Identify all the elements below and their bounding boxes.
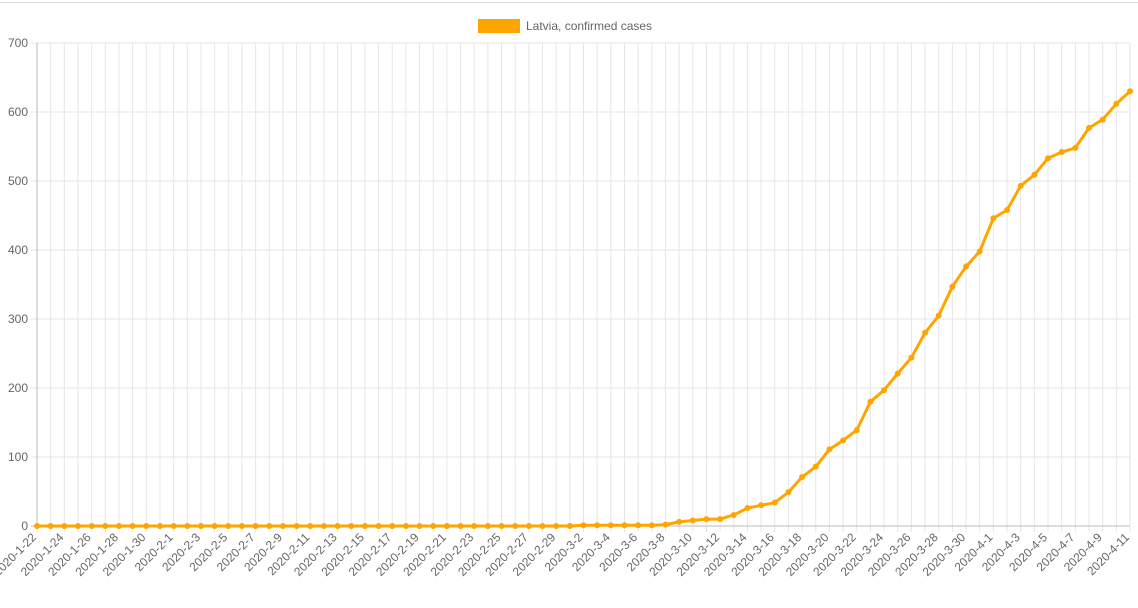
y-tick-label: 500: [8, 174, 28, 188]
point: [881, 387, 888, 394]
point: [539, 523, 546, 529]
point: [894, 370, 901, 377]
y-tick-label: 400: [8, 243, 28, 257]
point: [375, 523, 382, 529]
point: [170, 523, 177, 529]
point: [840, 437, 847, 444]
point: [935, 312, 942, 319]
point: [635, 522, 642, 529]
point: [197, 523, 204, 529]
point: [184, 523, 191, 529]
point: [361, 523, 368, 529]
point: [922, 329, 929, 336]
point: [676, 518, 683, 525]
point: [484, 523, 491, 529]
point: [430, 523, 437, 529]
point: [115, 523, 122, 529]
point: [47, 523, 54, 529]
point: [1113, 100, 1120, 107]
point: [1099, 116, 1106, 123]
point: [88, 523, 95, 529]
point: [758, 502, 765, 509]
point: [908, 354, 915, 361]
point: [607, 522, 614, 529]
point: [1127, 88, 1133, 95]
point: [211, 523, 218, 529]
y-tick-label: 0: [21, 519, 28, 533]
point: [279, 523, 286, 529]
point: [771, 499, 778, 506]
point: [525, 523, 532, 529]
point: [553, 523, 560, 529]
point: [689, 517, 696, 524]
point: [730, 511, 737, 518]
point: [799, 474, 806, 481]
point: [621, 522, 628, 529]
point: [717, 516, 724, 523]
point: [990, 215, 997, 222]
point: [566, 523, 573, 529]
point: [307, 523, 314, 529]
point: [102, 523, 109, 529]
point: [389, 523, 396, 529]
point: [853, 427, 860, 434]
legend-swatch: [478, 19, 520, 33]
point: [867, 398, 874, 405]
point: [703, 516, 710, 523]
y-tick-label: 100: [8, 450, 28, 464]
point: [74, 523, 81, 529]
point: [34, 523, 40, 529]
point: [963, 263, 970, 270]
point: [143, 523, 150, 529]
point: [443, 523, 450, 529]
point: [129, 523, 136, 529]
point: [498, 523, 505, 529]
point: [61, 523, 68, 529]
point: [1031, 171, 1038, 178]
point: [293, 523, 300, 529]
point: [252, 523, 259, 529]
y-tick-label: 200: [8, 381, 28, 395]
point: [1045, 155, 1052, 162]
point: [826, 446, 833, 453]
point: [225, 523, 232, 529]
point: [949, 283, 956, 290]
point: [785, 489, 792, 496]
point: [662, 521, 669, 528]
y-tick-label: 300: [8, 312, 28, 326]
point: [812, 463, 819, 470]
point: [1004, 206, 1011, 213]
point: [402, 523, 409, 529]
point: [1072, 144, 1079, 151]
point: [580, 522, 587, 529]
point: [648, 522, 655, 529]
point: [744, 505, 751, 512]
point: [1058, 149, 1065, 156]
point: [238, 523, 245, 529]
point: [416, 523, 423, 529]
point: [348, 523, 355, 529]
point: [512, 523, 519, 529]
point: [334, 523, 341, 529]
point: [266, 523, 273, 529]
point: [594, 522, 601, 529]
point: [976, 248, 983, 255]
point: [320, 523, 327, 529]
point: [1017, 182, 1024, 189]
y-tick-label: 700: [8, 36, 28, 50]
point: [457, 523, 464, 529]
y-tick-label: 600: [8, 105, 28, 119]
point: [156, 523, 163, 529]
legend-label: Latvia, confirmed cases: [526, 19, 652, 33]
point: [471, 523, 478, 529]
point: [1086, 124, 1093, 131]
